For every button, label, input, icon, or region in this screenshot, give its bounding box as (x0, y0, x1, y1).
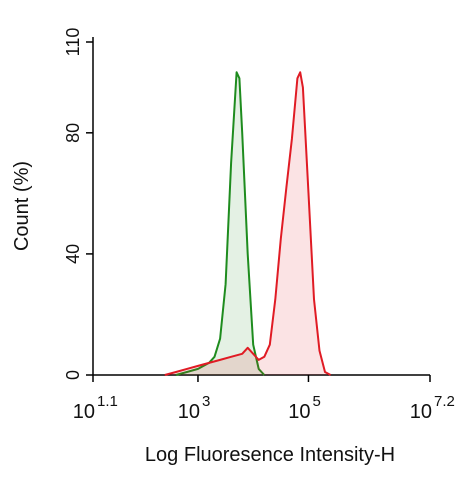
x-tick-exponent: 7.2 (434, 393, 455, 410)
x-tick-label: 10 (288, 401, 310, 423)
y-tick-label: 40 (63, 244, 83, 264)
y-axis-label: Count (%) (11, 161, 33, 251)
x-tick-exponent: 5 (312, 393, 320, 410)
x-tick-exponent: 1.1 (97, 393, 118, 410)
y-tick-label: 80 (63, 123, 83, 143)
x-tick-label: 10 (410, 401, 432, 423)
x-tick-label: 10 (178, 401, 200, 423)
histogram-line (164, 71, 332, 376)
x-axis-label: Log Fluoresence Intensity-H (145, 444, 395, 466)
y-tick-label: 110 (63, 28, 83, 57)
x-tick-label: 10 (73, 401, 95, 423)
y-tick-label: 0 (63, 370, 83, 380)
x-tick-exponent: 3 (202, 393, 210, 410)
histogram-line (175, 71, 266, 376)
